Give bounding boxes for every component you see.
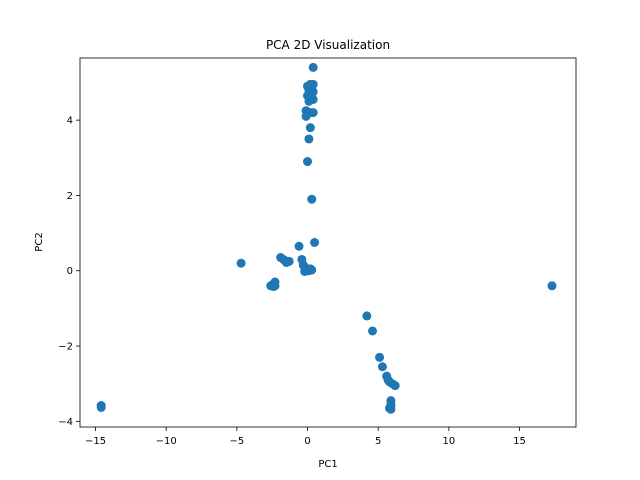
y-tick-label: −2 [58, 342, 73, 353]
data-point [390, 381, 400, 391]
data-point [307, 194, 317, 204]
data-points [96, 62, 557, 414]
data-point [310, 238, 320, 247]
x-tick-label: 10 [442, 436, 455, 447]
chart-title: PCA 2D Visualization [266, 38, 390, 52]
data-point [308, 62, 318, 72]
data-point [294, 241, 304, 251]
data-point [307, 108, 317, 118]
x-tick-label: 0 [304, 436, 310, 447]
x-tick-label: −10 [156, 436, 177, 447]
data-point [304, 134, 314, 144]
x-tick-label: 15 [513, 436, 526, 447]
data-point [281, 257, 291, 267]
y-axis-title: PC2 [34, 232, 45, 251]
x-tick-label: −15 [85, 436, 106, 447]
data-point [377, 362, 387, 372]
y-tick-label: −4 [58, 417, 73, 428]
data-point [304, 96, 314, 106]
x-tick-label: −5 [229, 436, 244, 447]
data-point [375, 352, 385, 362]
y-axis: −4 −2 0 2 4 [58, 116, 80, 428]
data-point [305, 264, 315, 274]
data-point [368, 326, 378, 336]
x-axis: −15 −10 −5 0 5 10 15 [85, 427, 526, 447]
data-point [236, 258, 246, 268]
data-point [547, 281, 557, 291]
x-axis-title: PC1 [318, 459, 337, 470]
y-tick-label: 2 [67, 191, 73, 202]
data-point [96, 402, 106, 412]
y-tick-label: 0 [67, 266, 73, 277]
data-point [386, 404, 396, 414]
data-point [305, 123, 315, 133]
plot-area-frame [79, 57, 577, 428]
y-tick-label: 4 [67, 116, 73, 127]
data-point [269, 282, 279, 292]
x-tick-label: 5 [375, 436, 381, 447]
data-point [362, 311, 372, 321]
data-point [303, 157, 313, 167]
